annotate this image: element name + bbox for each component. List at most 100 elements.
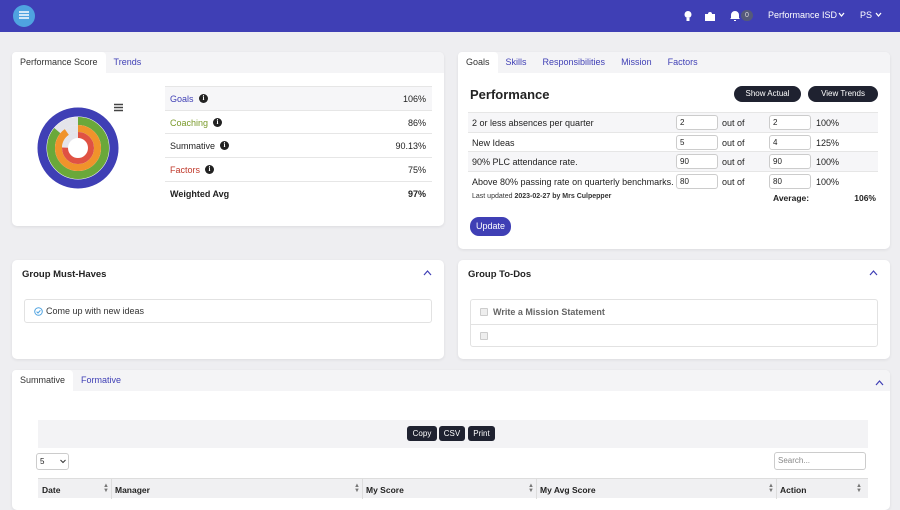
percent: 100% bbox=[816, 157, 840, 167]
goal-row: New Ideas 5 out of 4 125% bbox=[468, 131, 878, 152]
total-value: 97% bbox=[407, 188, 426, 199]
column-header[interactable]: My Score bbox=[366, 485, 404, 495]
goal-text: 2 or less absences per quarter bbox=[472, 118, 594, 128]
menu-button[interactable] bbox=[12, 4, 36, 28]
column-header[interactable]: Date bbox=[42, 485, 61, 495]
tabs: Performance Score Trends bbox=[12, 52, 149, 73]
target-input[interactable]: 2 bbox=[769, 115, 811, 130]
tab[interactable]: Formative bbox=[81, 375, 122, 385]
column-header[interactable]: My Avg Score bbox=[540, 485, 596, 495]
score-value: 106% bbox=[402, 94, 426, 104]
percent: 125% bbox=[816, 137, 840, 148]
tabs: Goals Skills Responsibilities Mission Factor… bbox=[458, 52, 706, 73]
table-header: Date ▲ ▼ Manager ▲ ▼ My Score ▲ ▼ My Avg Score ▲ ▼ A… bbox=[38, 478, 868, 499]
print-button[interactable]: Print bbox=[468, 426, 495, 441]
value: 5 bbox=[40, 457, 45, 466]
goal-row: Above 80% passing rate on quarterly benc… bbox=[468, 170, 878, 191]
average-value: 106% bbox=[854, 193, 876, 203]
card-title: Group To-Dos bbox=[468, 269, 532, 280]
actual-input[interactable]: 80 bbox=[676, 173, 718, 189]
score-label: Goals bbox=[170, 94, 194, 104]
average-label: Average: bbox=[773, 193, 810, 203]
goals-table: 2 or less absences per quarter 2 out of 2 10… bbox=[468, 112, 878, 190]
score-value: 90.13% bbox=[395, 141, 426, 152]
goal-text: 90% PLC attendance rate. bbox=[472, 157, 578, 167]
out-of: out of bbox=[722, 137, 745, 148]
percent: 100% bbox=[816, 118, 840, 128]
info-icon[interactable]: i bbox=[205, 165, 214, 175]
tab[interactable]: Skills bbox=[505, 57, 527, 67]
score-label: Summative bbox=[170, 141, 216, 152]
csv-button[interactable]: CSV bbox=[439, 426, 465, 441]
bell-icon[interactable] bbox=[729, 9, 741, 22]
target-input[interactable]: 80 bbox=[769, 173, 811, 189]
copy-button[interactable]: Copy bbox=[407, 426, 437, 441]
tab-bar bbox=[12, 370, 890, 391]
score-card: Performance Score Trends Goals i 106% Coachi… bbox=[12, 52, 444, 226]
score-donut bbox=[37, 107, 119, 189]
collapse-icon[interactable] bbox=[869, 270, 878, 276]
score-label: Coaching bbox=[170, 117, 209, 128]
score-value: 86% bbox=[407, 117, 426, 128]
actual-input[interactable]: 2 bbox=[676, 115, 718, 130]
checkbox[interactable] bbox=[480, 332, 488, 340]
tab[interactable]: Goals bbox=[458, 52, 498, 73]
column-divider bbox=[776, 479, 777, 499]
score-ring bbox=[55, 125, 101, 171]
puzzle-icon[interactable] bbox=[704, 10, 716, 22]
sort-icon: ▲ ▼ bbox=[856, 483, 862, 494]
target-input[interactable]: 4 bbox=[769, 134, 811, 150]
idea-icon[interactable] bbox=[683, 10, 693, 22]
item-text: Come up with new ideas bbox=[46, 306, 145, 316]
search-input[interactable]: Search... bbox=[774, 452, 866, 470]
check-icon bbox=[34, 307, 43, 316]
navbar: 0 Performance ISD PS bbox=[0, 0, 900, 32]
info-icon[interactable]: i bbox=[220, 141, 229, 151]
column-divider bbox=[362, 479, 363, 499]
info-icon[interactable]: i bbox=[213, 117, 222, 127]
goal-row: 2 or less absences per quarter 2 out of 2 10… bbox=[468, 112, 878, 132]
tabs: Summative Formative bbox=[12, 370, 129, 391]
out-of: out of bbox=[722, 118, 745, 128]
column-header[interactable]: Action bbox=[780, 485, 807, 495]
goal-row: 90% PLC attendance rate. 90 out of 90 100% bbox=[468, 151, 878, 171]
out-of: out of bbox=[722, 157, 745, 167]
score-row: Goals i 106% bbox=[165, 86, 432, 110]
section-title: Performance bbox=[470, 87, 550, 102]
tab[interactable]: Mission bbox=[621, 57, 652, 67]
tab[interactable]: Trends bbox=[113, 57, 142, 67]
last-updated: Last updated 2023-02-27 by Mrs Culpepper bbox=[472, 193, 611, 200]
chevron-down bbox=[875, 12, 882, 18]
org-menu[interactable]: Performance ISD bbox=[768, 10, 838, 20]
actual-input[interactable]: 5 bbox=[676, 134, 718, 150]
goal-text: Above 80% passing rate on quarterly benc… bbox=[472, 176, 674, 187]
value: 2023-02-27 by Mrs Culpepper bbox=[514, 193, 612, 200]
sort-icon: ▲ ▼ bbox=[354, 483, 360, 494]
score-ring bbox=[37, 107, 119, 189]
tab[interactable]: Factors bbox=[667, 57, 698, 67]
tab[interactable]: Responsibilities bbox=[542, 57, 606, 67]
score-label: Factors bbox=[170, 165, 201, 176]
actual-input[interactable]: 90 bbox=[676, 154, 718, 169]
sort-icon: ▲ ▼ bbox=[768, 483, 774, 494]
user-menu[interactable]: PS bbox=[860, 10, 873, 20]
tab-bar bbox=[458, 52, 890, 73]
info-icon[interactable]: i bbox=[199, 94, 208, 103]
collapse-icon[interactable] bbox=[423, 270, 432, 276]
tab[interactable]: Summative bbox=[12, 370, 74, 391]
goal-text: New Ideas bbox=[472, 137, 515, 148]
score-value: 75% bbox=[407, 165, 426, 176]
page-size-select[interactable]: 5 bbox=[36, 453, 69, 470]
notification-badge: 0 bbox=[741, 10, 753, 21]
checkbox[interactable] bbox=[480, 308, 488, 316]
view-trends-button[interactable]: View Trends bbox=[808, 86, 878, 102]
show-actual-button[interactable]: Show Actual bbox=[734, 86, 801, 102]
collapse-icon[interactable] bbox=[875, 380, 884, 386]
target-input[interactable]: 90 bbox=[769, 154, 811, 169]
column-header[interactable]: Manager bbox=[115, 485, 150, 495]
tab[interactable]: Performance Score bbox=[12, 52, 106, 73]
update-button[interactable]: Update bbox=[470, 217, 511, 236]
table-card: Summative Formative Copy CSV Print 5 Sear… bbox=[12, 370, 890, 510]
column-divider bbox=[111, 479, 112, 499]
chart-menu[interactable] bbox=[114, 103, 124, 112]
